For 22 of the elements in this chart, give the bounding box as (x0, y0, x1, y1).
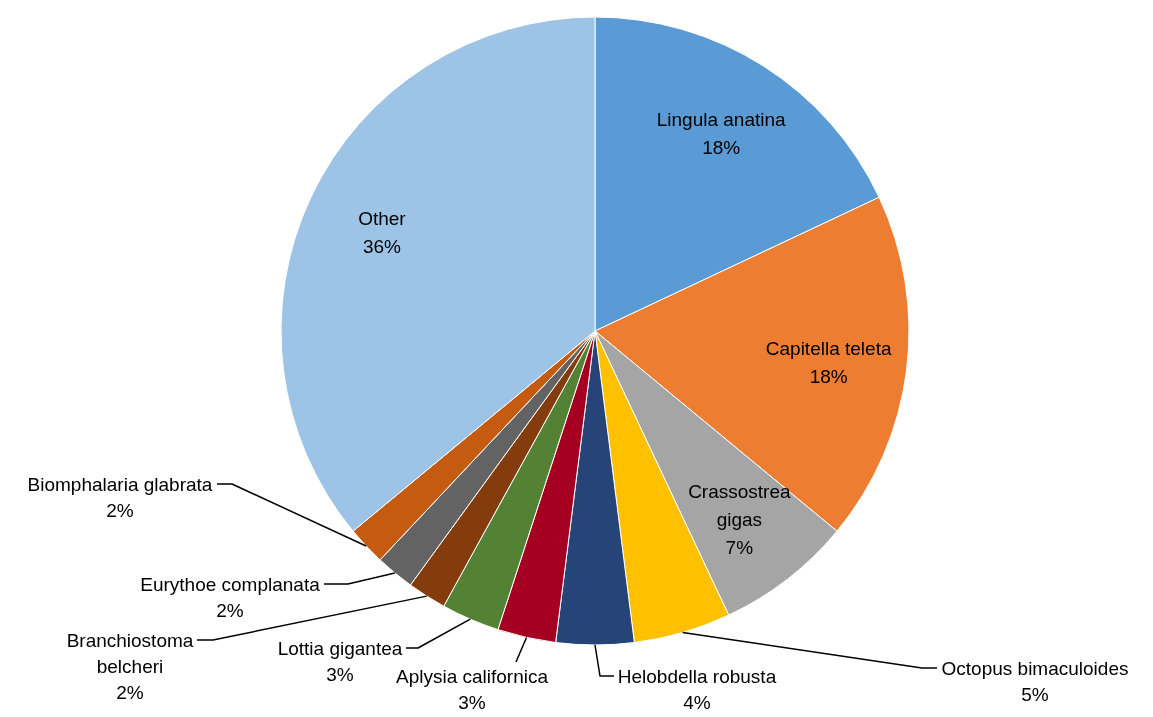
data-label: 3% (326, 663, 354, 685)
data-label: 18% (702, 136, 741, 158)
data-label: 2% (216, 599, 244, 621)
data-label: 36% (362, 235, 402, 257)
data-label: 2% (106, 499, 134, 521)
slice-label: Helobdella robusta (617, 665, 777, 687)
slice-label: Octopus bimaculoides (941, 657, 1129, 679)
data-label: 3% (458, 691, 486, 713)
data-label: 18% (809, 365, 848, 387)
slice-label: Capitella teleta (765, 337, 892, 359)
data-label: 2% (116, 681, 144, 703)
slice-label: Biomphalaria glabrata (27, 473, 213, 495)
slice-label: Other (358, 207, 407, 229)
data-label: 7% (725, 536, 754, 558)
slice-label: Lottia gigantea (277, 637, 403, 659)
slice-label: Branchiostoma belcheri (66, 629, 194, 677)
slice-label: Eurythoe complanata (140, 573, 321, 595)
data-label: 4% (683, 691, 711, 713)
slice-label: Crassostrea gigas (688, 480, 791, 530)
slice-label: Lingula anatina (656, 108, 787, 130)
slice-label: Aplysia californica (395, 665, 549, 687)
data-label: 5% (1021, 683, 1049, 705)
